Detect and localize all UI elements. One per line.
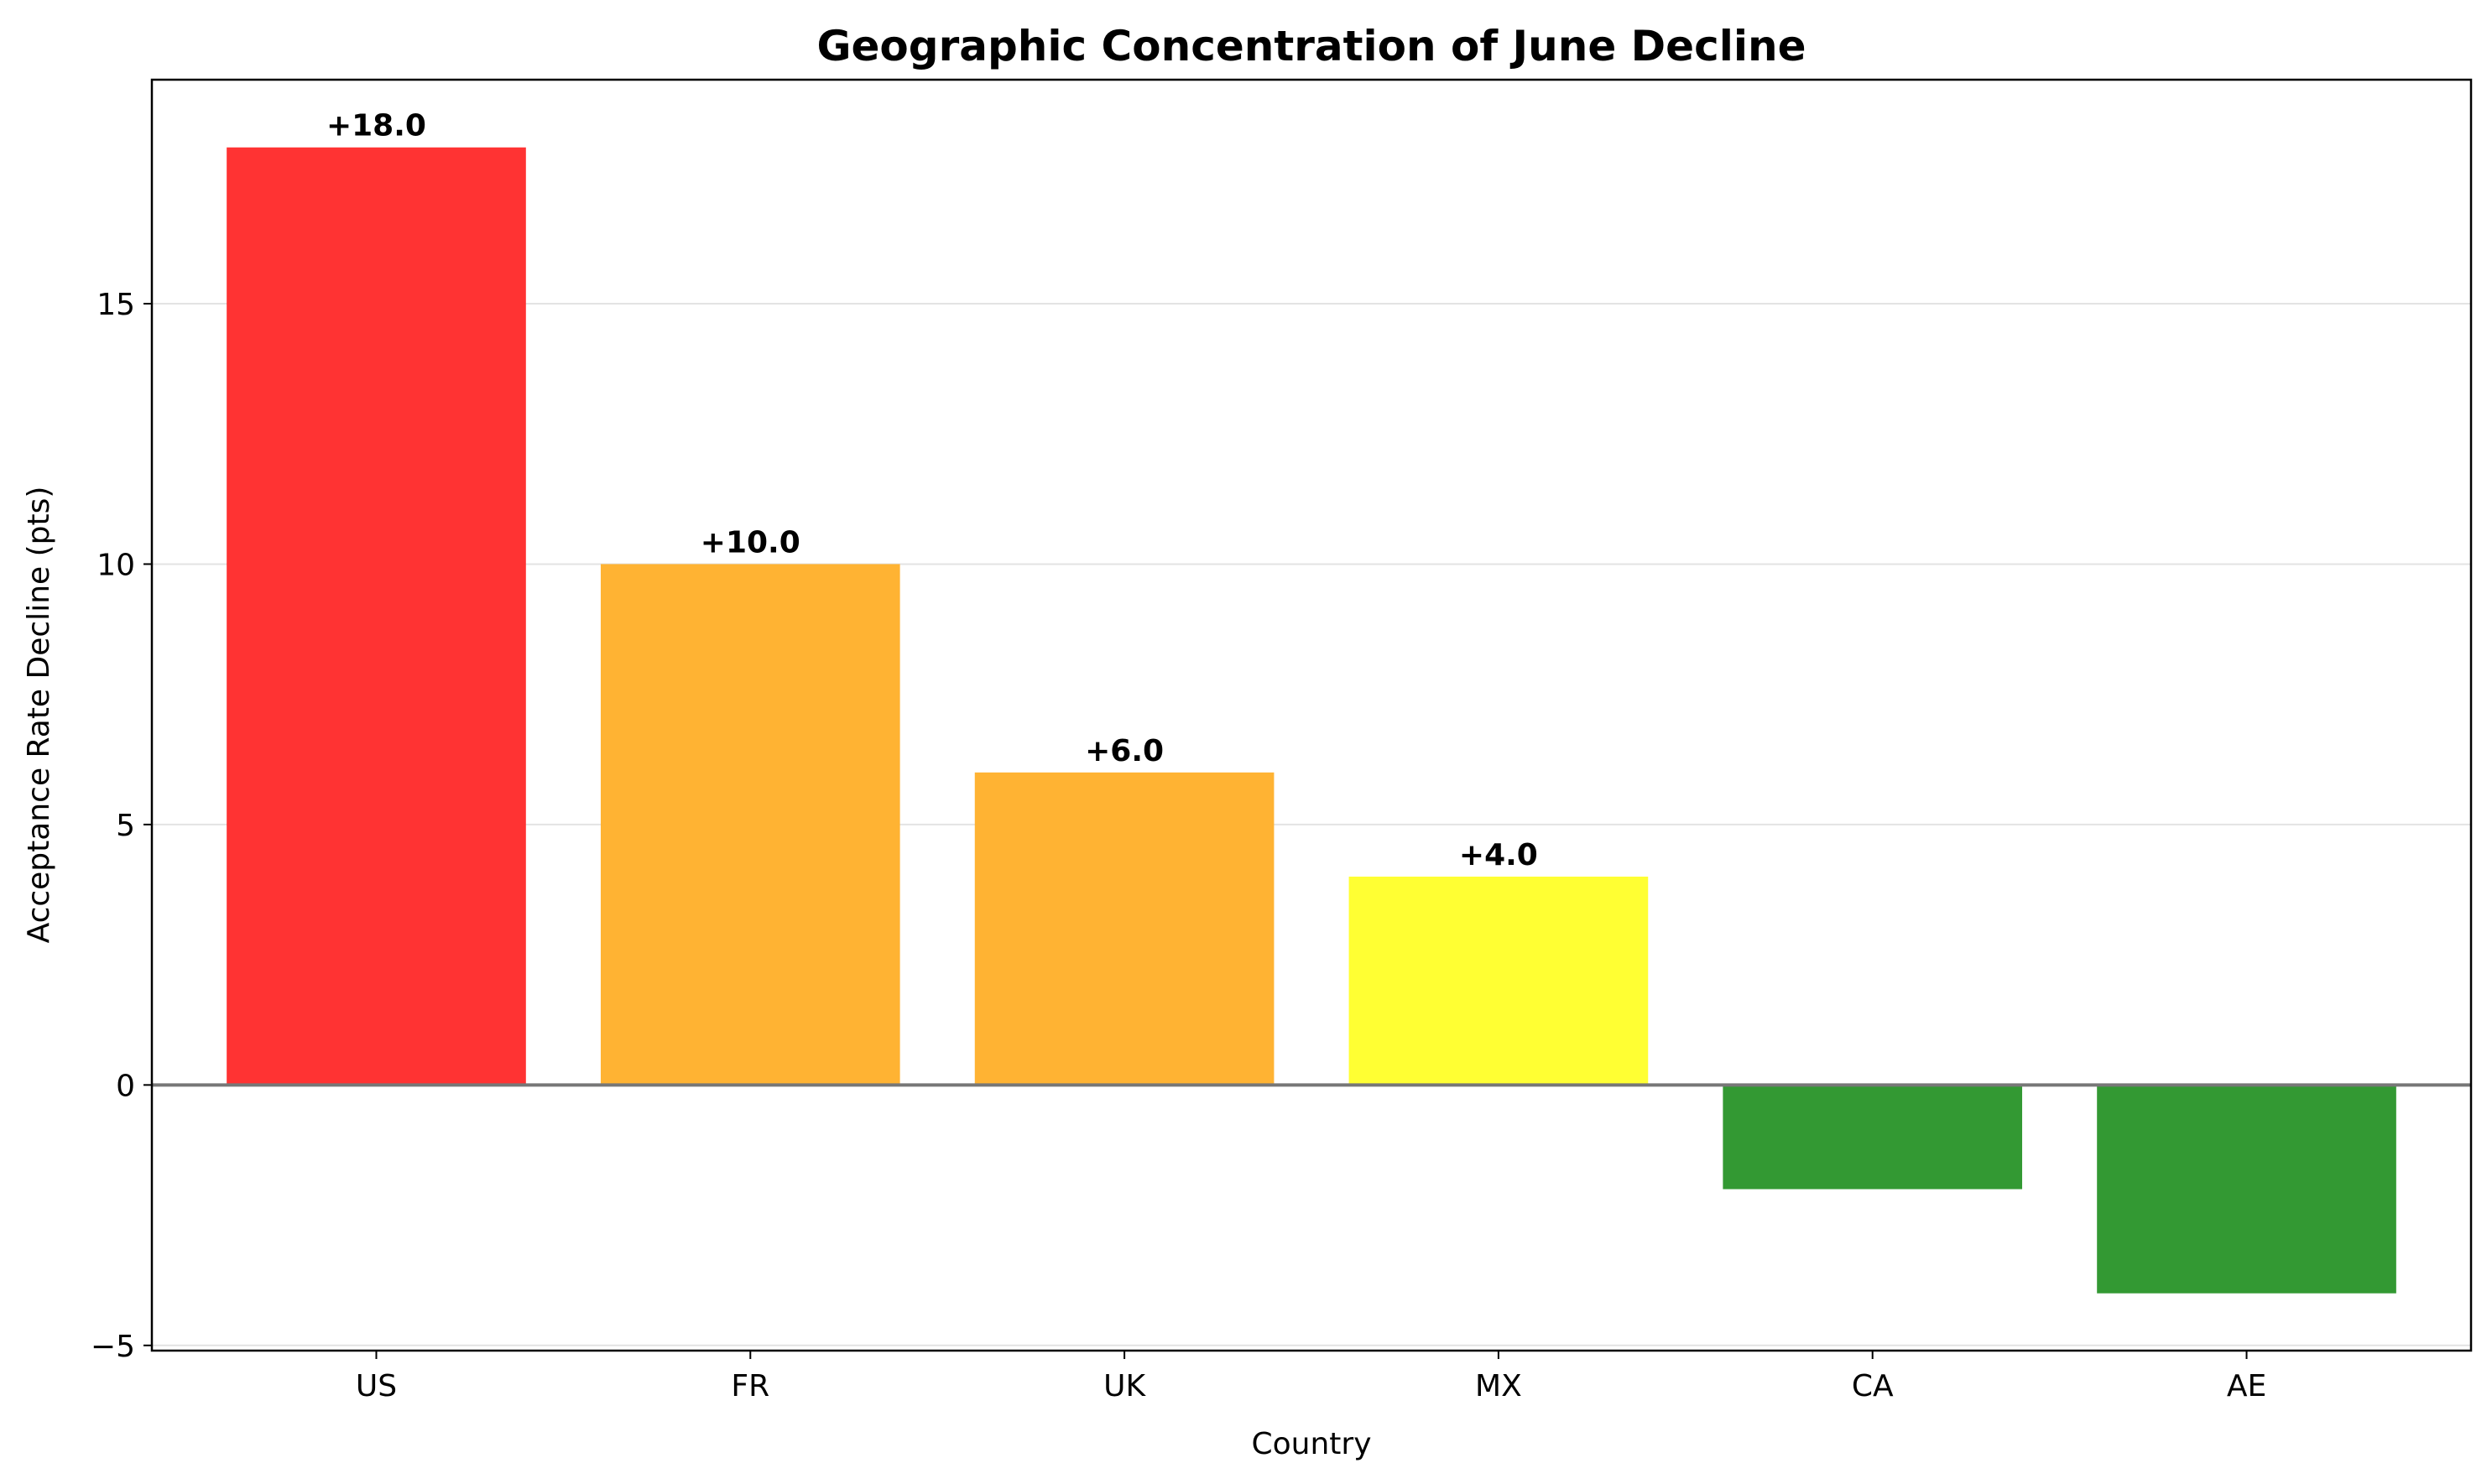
x-tick-label-mx: MX (1475, 1369, 1522, 1403)
data-label-mx: +4.0 (1459, 838, 1538, 872)
bars (227, 147, 2396, 1294)
y-tick-label: 5 (116, 809, 135, 843)
x-tick-label-us: US (356, 1369, 397, 1403)
x-axis-ticks: US FR UK MX CA AE (356, 1351, 2266, 1403)
y-tick-label: 15 (96, 288, 135, 322)
x-tick-label-ca: CA (1852, 1369, 1894, 1403)
bar-uk (974, 772, 1275, 1086)
data-label-us: +18.0 (326, 109, 426, 143)
y-axis-ticks: −5 0 5 10 15 (91, 288, 152, 1364)
y-tick-label: 10 (96, 548, 135, 582)
x-tick-label-uk: UK (1103, 1369, 1146, 1403)
x-axis-label: Country (1251, 1427, 1371, 1461)
data-labels: +18.0 +10.0 +6.0 +4.0 (326, 109, 1538, 872)
x-tick-label-fr: FR (731, 1369, 769, 1403)
plot-area-frame (150, 78, 2473, 1352)
bar-ca (1723, 1085, 2023, 1190)
bar-ae (2097, 1085, 2396, 1294)
y-axis-label: Acceptance Rate Decline (pts) (22, 487, 56, 944)
bar-us (227, 147, 526, 1086)
x-tick-label-ae: AE (2227, 1369, 2266, 1403)
bar-mx (1348, 876, 1649, 1086)
data-label-fr: +10.0 (701, 525, 800, 560)
chart-title: Geographic Concentration of June Decline (816, 22, 1806, 70)
y-tick-label: −5 (91, 1330, 135, 1364)
y-tick-label: 0 (116, 1069, 135, 1103)
data-label-uk: +6.0 (1085, 734, 1164, 768)
bar-fr (600, 564, 900, 1086)
